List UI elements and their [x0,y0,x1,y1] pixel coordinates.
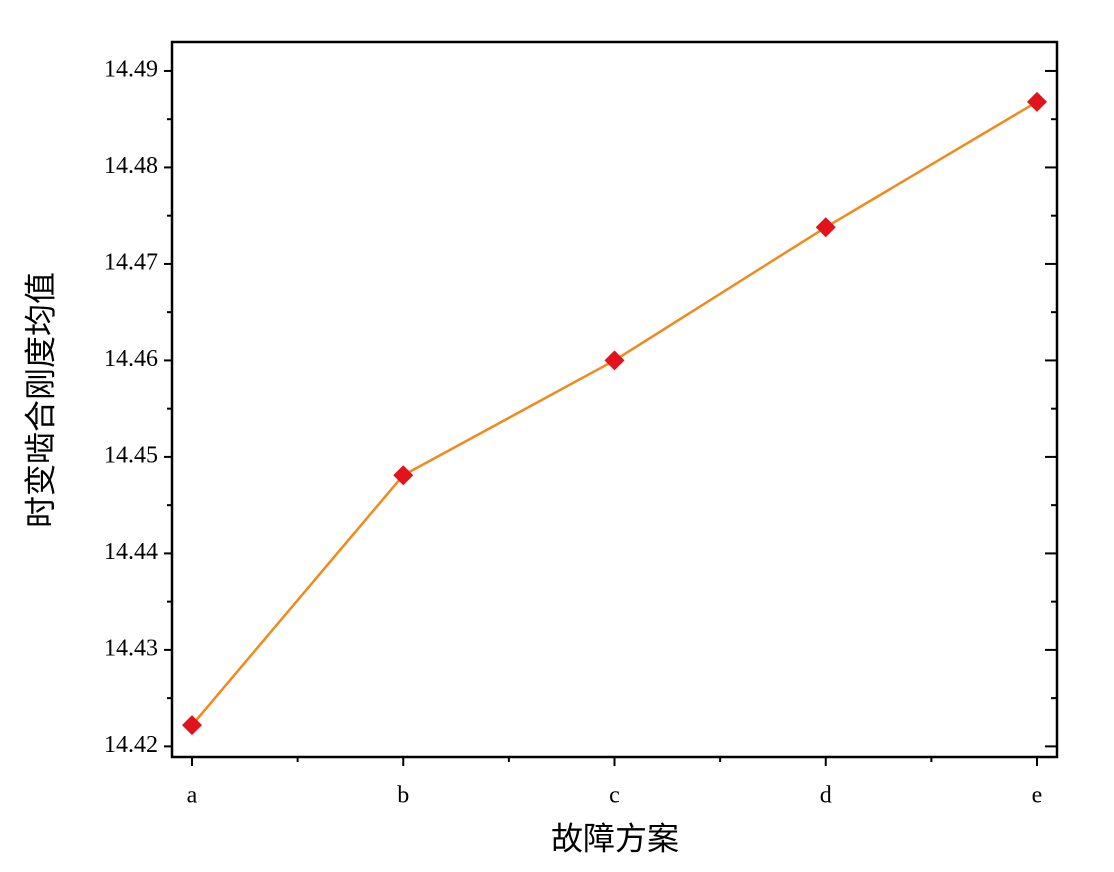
data-point [1027,91,1047,112]
y-tick-label: 14.48 [104,153,158,179]
plot-frame [170,40,1059,759]
y-axis-label: 时变啮合刚度均值 [22,272,58,528]
data-point [604,350,625,371]
y-tick-label: 14.42 [104,732,158,758]
x-tick-label: c [609,783,620,809]
y-tick-label: 14.49 [104,56,158,82]
y-tick-label: 14.45 [104,442,158,468]
y-tick-label: 14.46 [104,346,158,372]
data-line [191,100,1038,726]
x-tick-label: e [1032,783,1043,809]
x-tick-label: b [397,783,409,809]
data-point [393,465,414,486]
data-point [182,715,202,736]
x-tick-label: a [187,783,198,809]
y-tick-label: 14.47 [104,249,158,275]
y-tick-label: 14.43 [104,635,158,661]
data-point [815,217,836,238]
x-axis-label: 故障方案 [551,820,679,856]
x-tick-label: d [820,783,832,809]
y-tick-label: 14.44 [104,539,158,565]
